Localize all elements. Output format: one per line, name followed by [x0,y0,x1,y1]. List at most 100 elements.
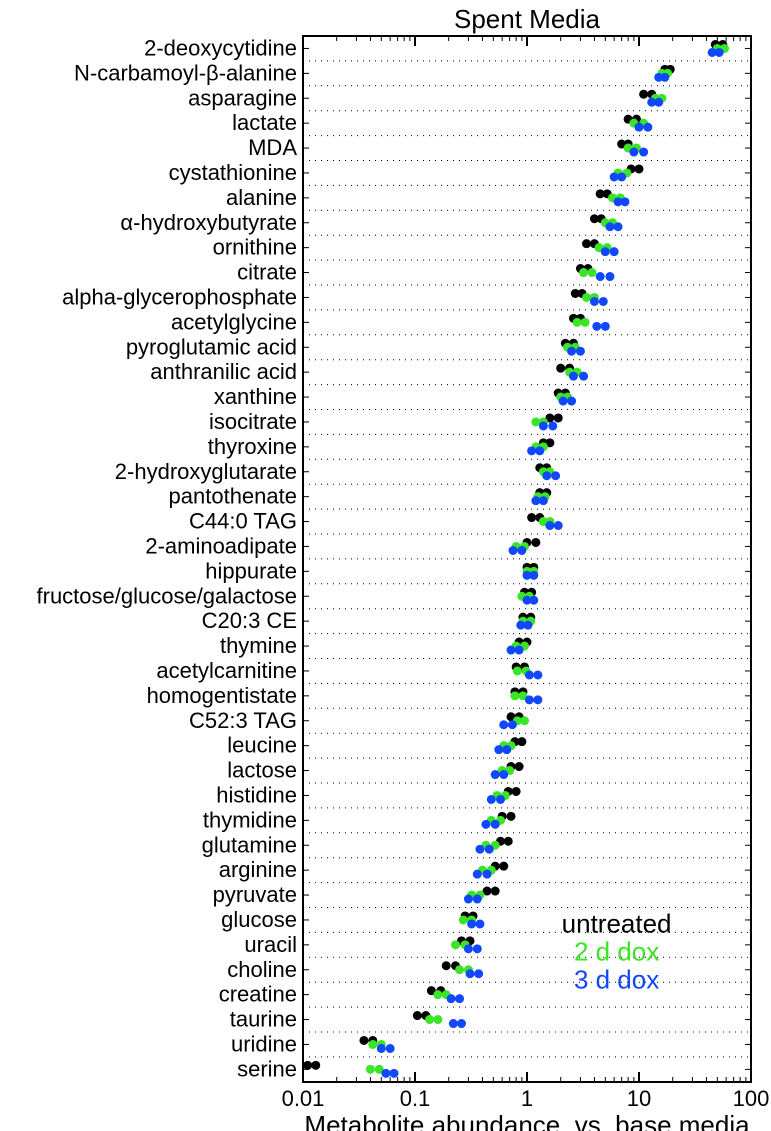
category-label: 2-hydroxyglutarate [115,459,297,484]
data-point [464,895,473,904]
category-label: xanthine [214,384,297,409]
data-point [581,318,590,327]
data-point [592,322,601,331]
data-point [527,513,536,522]
data-point [311,1061,320,1070]
data-point [582,239,591,248]
data-point [457,1019,466,1028]
data-point [576,347,585,356]
data-point [515,646,524,655]
data-point [381,1069,390,1078]
data-point [303,1061,312,1070]
data-point [433,990,442,999]
data-point [517,546,526,555]
category-label: pyruvate [213,882,297,907]
data-point [569,372,578,381]
category-label: C20:3 CE [202,608,297,633]
category-label: C44:0 TAG [189,509,297,534]
category-label: pyroglutamic acid [126,334,297,359]
data-point [539,496,548,505]
data-point [390,1069,399,1078]
data-point [554,521,563,530]
data-point [475,845,484,854]
category-label: hippurate [205,558,297,583]
data-point [483,870,492,879]
data-point [639,148,648,157]
legend-item: 2 d dox [574,936,659,966]
data-point [533,670,542,679]
category-label: glucose [221,907,297,932]
data-point [554,413,563,422]
data-point [529,596,538,605]
data-point [494,745,503,754]
data-point [527,446,536,455]
category-label: acetylglycine [171,309,297,334]
category-label: leucine [227,733,297,758]
xtick-label: 0.01 [282,1086,325,1111]
data-point [539,421,548,430]
data-point [510,691,519,700]
data-point [579,268,588,277]
data-point [507,812,516,821]
data-point [481,820,490,829]
category-label: isocitrate [209,409,297,434]
data-point [573,318,582,327]
category-label: ornithine [213,235,297,260]
category-label: arginine [219,857,297,882]
data-point [496,795,505,804]
legend-item: untreated [562,908,672,938]
xtick-label: 100 [733,1086,770,1111]
data-point [491,770,500,779]
category-label: serine [237,1056,297,1081]
data-point [507,646,516,655]
category-label: alpha-glycerophosphate [62,284,297,309]
data-point [433,1015,442,1024]
category-label: thyroxine [208,434,297,459]
data-point [366,1065,375,1074]
data-point [551,471,560,480]
category-label: MDA [248,135,297,160]
data-point [513,666,522,675]
data-point [517,737,526,746]
data-point [542,471,551,480]
data-point [567,397,576,406]
data-point [596,272,605,281]
category-label: fructose/glucose/galactose [37,583,298,608]
category-label: thymine [220,633,297,658]
category-label: lactate [232,110,297,135]
data-point [386,1044,395,1053]
data-point [531,538,540,547]
data-point [442,961,451,970]
xtick-label: 0.1 [400,1086,431,1111]
data-point [499,862,508,871]
data-point [455,965,464,974]
xtick-label: 10 [627,1086,651,1111]
category-label: 2-deoxycytidine [144,35,297,60]
category-label: choline [227,957,297,982]
chart-title: Spent Media [454,4,601,34]
category-label: N-carbamoyl-β-alanine [74,60,297,85]
data-point [359,1036,368,1045]
data-point [525,670,534,679]
data-point [605,222,614,231]
category-label: homogentistate [147,683,297,708]
data-point [660,73,669,82]
data-point [473,870,482,879]
data-point [601,322,610,331]
data-point [509,546,518,555]
category-label: anthranilic acid [150,359,297,384]
data-point [617,172,626,181]
category-label: lactose [227,758,297,783]
data-point [368,1040,377,1049]
data-point [474,969,483,978]
category-label: uridine [231,1031,297,1056]
data-point [559,397,568,406]
data-point [605,272,614,281]
data-point [639,90,648,99]
data-point [579,372,588,381]
data-point [533,695,542,704]
legend-item: 3 d dox [574,964,659,994]
data-point [629,148,638,157]
data-point [499,720,508,729]
category-label: cystathionine [169,160,297,185]
